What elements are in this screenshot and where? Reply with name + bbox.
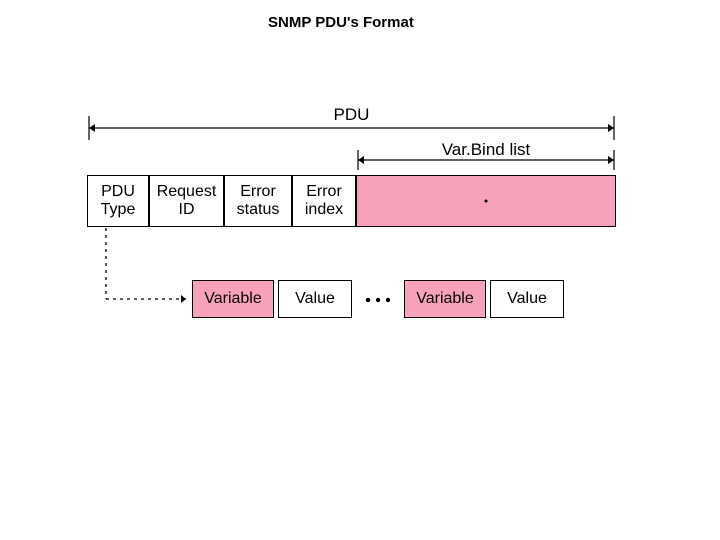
cell-label: Variable [416,290,474,308]
diagram-overlay [0,0,720,540]
cell-label: Request ID [157,183,217,220]
cell-variable-1: Variable [192,280,274,318]
cell-pdu-type: PDU Type [87,175,149,227]
cell-label: Value [295,290,335,308]
cell-label: Error status [237,183,280,220]
cell-varbind-area [356,175,616,227]
cell-label: Value [507,290,547,308]
cell-request-id: Request ID [149,175,224,227]
cell-error-index: Error index [292,175,356,227]
cell-label: PDU Type [101,183,136,220]
cell-error-status: Error status [224,175,292,227]
cell-value-2: Value [490,280,564,318]
pdu-dimension-label: PDU [272,105,432,125]
cell-variable-2: Variable [404,280,486,318]
cell-label: Variable [204,290,262,308]
varbind-dimension-label: Var.Bind list [406,140,566,160]
cell-value-1: Value [278,280,352,318]
cell-label: Error index [305,183,343,220]
page-title: SNMP PDU's Format [268,14,414,31]
